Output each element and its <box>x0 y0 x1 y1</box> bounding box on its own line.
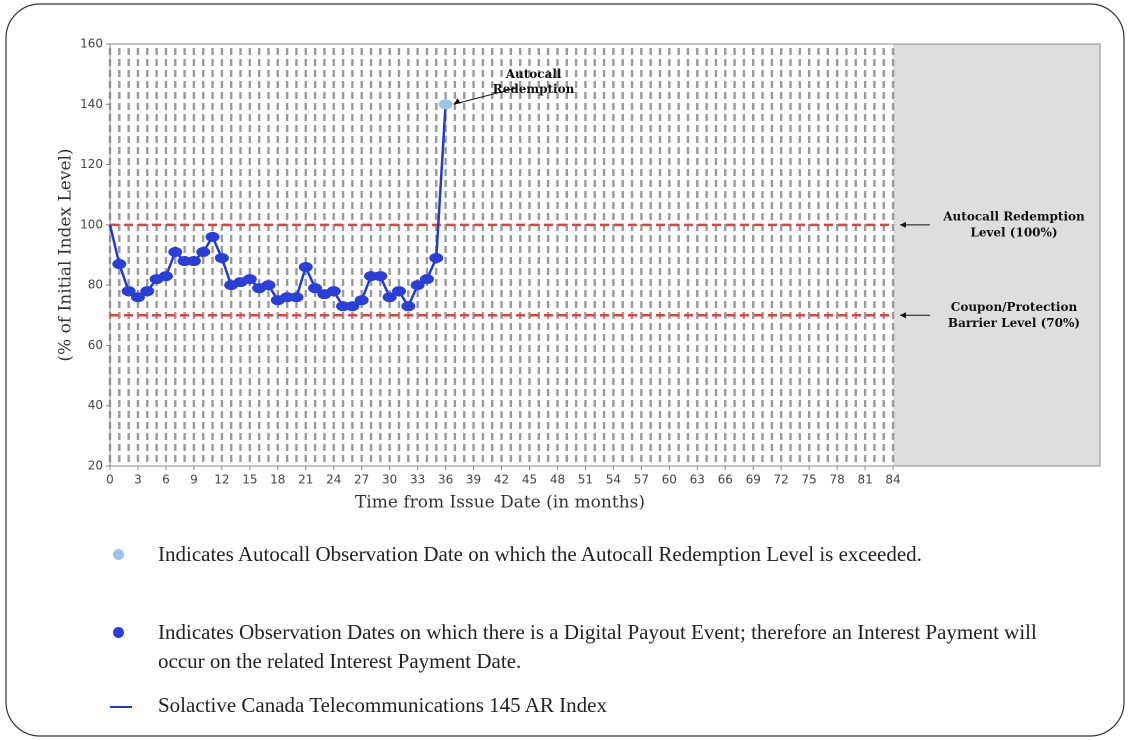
legend-dot <box>113 627 124 638</box>
x-tick-label: 27 <box>354 473 369 487</box>
marker <box>391 286 406 297</box>
arrow-head <box>900 221 906 228</box>
x-tick-label: 72 <box>774 473 789 487</box>
x-tick-label: 54 <box>606 473 621 487</box>
marker <box>130 292 145 303</box>
annotation-text: Autocall <box>505 67 562 81</box>
x-tick-label: 57 <box>634 473 649 487</box>
marker <box>214 253 229 264</box>
frame <box>5 3 1125 737</box>
reference-label: Level (100%) <box>970 225 1057 239</box>
marker <box>242 274 257 285</box>
y-tick-label: 80 <box>88 278 103 292</box>
x-tick-label: 3 <box>134 473 142 487</box>
annotation-arrow <box>453 87 516 105</box>
legend-dot <box>113 549 124 560</box>
x-tick-label: 15 <box>242 473 257 487</box>
marker <box>158 271 173 282</box>
marker <box>401 301 416 312</box>
x-tick-label: 6 <box>162 473 170 487</box>
marker <box>298 262 313 273</box>
y-axis-title: (% of Initial Index Level) <box>56 148 76 361</box>
marker <box>289 292 304 303</box>
x-tick-label: 75 <box>802 473 817 487</box>
x-tick-label: 21 <box>298 473 313 487</box>
y-tick-label: 120 <box>80 157 103 171</box>
x-tick-label: 84 <box>885 473 900 487</box>
marker <box>261 280 276 291</box>
reference-label: Autocall Redemption <box>942 209 1085 223</box>
marker <box>438 99 453 110</box>
marker <box>186 256 201 267</box>
x-tick-label: 66 <box>718 473 733 487</box>
x-tick-label: 24 <box>326 473 341 487</box>
marker <box>168 246 183 257</box>
y-tick-label: 20 <box>88 459 103 473</box>
marker <box>326 286 341 297</box>
x-tick-label: 18 <box>270 473 285 487</box>
x-tick-label: 39 <box>466 473 481 487</box>
y-tick-label: 60 <box>88 338 103 352</box>
x-tick-label: 33 <box>410 473 425 487</box>
reference-label: Barrier Level (70%) <box>948 316 1080 330</box>
x-tick-label: 63 <box>690 473 705 487</box>
y-tick-label: 140 <box>80 97 103 111</box>
marker <box>419 274 434 285</box>
annotation-text: Redemption <box>493 82 575 96</box>
marker <box>112 259 127 270</box>
marker <box>140 286 155 297</box>
marker <box>382 292 397 303</box>
reference-label: Coupon/Protection <box>951 300 1078 314</box>
marker <box>354 295 369 306</box>
x-tick-label: 12 <box>214 473 229 487</box>
x-tick-label: 0 <box>106 473 114 487</box>
shaded-region <box>893 44 1100 466</box>
x-axis-title: Time from Issue Date (in months) <box>355 493 645 513</box>
x-tick-label: 48 <box>550 473 565 487</box>
legend-line <box>110 706 132 708</box>
y-tick-label: 40 <box>88 398 103 412</box>
x-tick-label: 42 <box>494 473 509 487</box>
x-tick-label: 60 <box>662 473 677 487</box>
x-tick-label: 69 <box>746 473 761 487</box>
x-tick-label: 51 <box>578 473 593 487</box>
marker <box>373 271 388 282</box>
marker <box>121 286 136 297</box>
legend-text: Solactive Canada Telecommunications 145 … <box>158 693 607 717</box>
marker <box>308 283 323 294</box>
x-tick-label: 30 <box>382 473 397 487</box>
y-tick-label: 160 <box>80 37 103 51</box>
arrow-head <box>900 312 906 319</box>
x-tick-label: 81 <box>857 473 872 487</box>
marker <box>345 301 360 312</box>
legend-text: Indicates Autocall Observation Date on w… <box>158 542 922 566</box>
y-tick-label: 100 <box>80 217 103 231</box>
marker <box>410 280 425 291</box>
x-tick-label: 9 <box>190 473 198 487</box>
marker <box>205 231 220 242</box>
legend-text: Indicates Observation Dates on which the… <box>158 620 1037 673</box>
x-tick-label: 78 <box>829 473 844 487</box>
x-tick-label: 45 <box>522 473 537 487</box>
plot-border <box>109 43 1101 467</box>
x-tick-label: 36 <box>438 473 453 487</box>
arrow-head <box>453 98 461 105</box>
marker <box>196 246 211 257</box>
marker <box>429 253 444 264</box>
